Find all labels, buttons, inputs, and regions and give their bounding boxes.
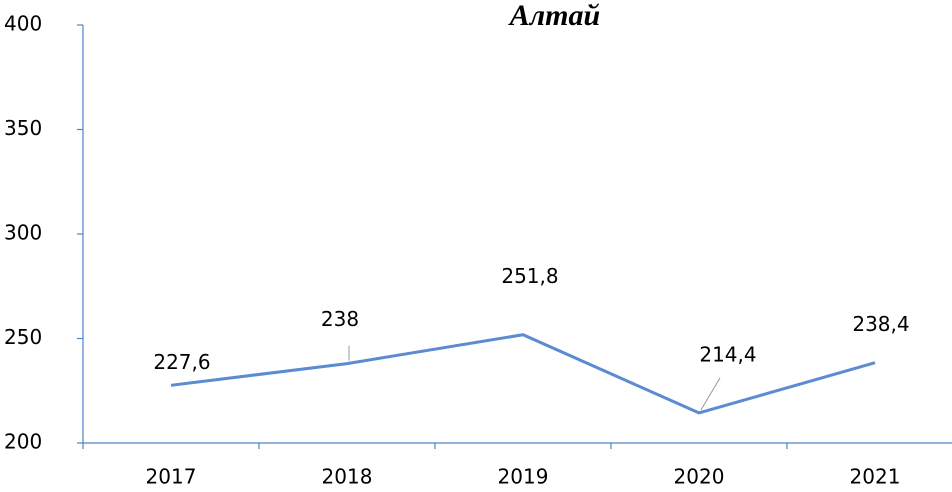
x-tick-label: 2019: [498, 465, 549, 489]
y-tick-label: 200: [4, 430, 42, 454]
data-label: 251,8: [501, 264, 558, 288]
x-tick-label: 2017: [146, 465, 197, 489]
y-tick-label: 400: [4, 12, 42, 36]
x-tick-label: 2018: [322, 465, 373, 489]
x-tick-label: 2021: [850, 465, 901, 489]
x-tick-label: 2020: [674, 465, 725, 489]
data-label: 227,6: [153, 350, 210, 374]
y-tick-label: 350: [4, 116, 42, 140]
leader-line: [700, 377, 721, 411]
data-label: 238,4: [852, 312, 909, 336]
data-label: 214,4: [699, 342, 756, 366]
chart-title: Алтай: [508, 0, 600, 32]
line: [170, 333, 876, 415]
data-label: 238: [321, 307, 359, 331]
y-tick-label: 250: [4, 325, 42, 349]
y-tick-label: 300: [4, 221, 42, 245]
